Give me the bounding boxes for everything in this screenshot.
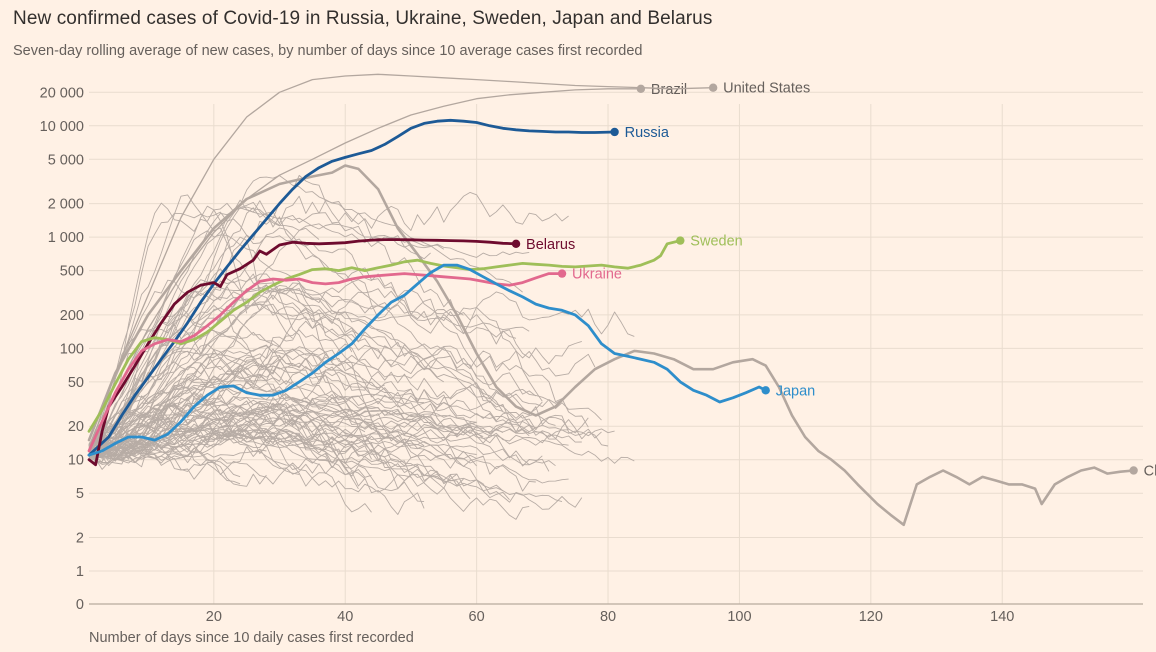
background-country-line [88,279,543,447]
background-country-line [88,434,477,460]
background-country-line [88,445,267,487]
japan-end-marker [761,386,770,395]
background-country-line [88,268,582,446]
sweden-line [87,239,682,433]
background-country-line [88,364,510,500]
y-tick-label: 1 000 [48,230,84,246]
brazil-label: Brazil [651,82,687,98]
background-country-line [88,194,353,452]
background-country-line [88,286,563,447]
belarus-label: Belarus [526,237,575,253]
japan-line [87,263,768,457]
background-country-line [88,378,556,467]
background-country-line [88,223,530,449]
belarus-line [87,238,518,467]
y-tick-label: 5 [76,486,84,502]
china-line [87,164,1135,527]
background-country-line [88,408,569,484]
united-states-label: United States [723,81,810,97]
sweden-label: Sweden [690,234,742,250]
ukraine-end-marker [557,269,567,278]
background-country-line [88,211,464,455]
background-country-line [88,408,267,464]
china-label: China [1144,463,1156,479]
y-tick-label: 20 000 [40,85,84,101]
brazil-line [88,88,642,452]
brazil-end-marker [636,84,646,93]
china-end-marker [1129,466,1138,475]
chart-subtitle: Seven-day rolling average of new cases, … [13,43,643,59]
x-tick-label: 20 [206,609,222,625]
ukraine-label: Ukraine [572,267,622,283]
background-country-line [88,428,504,492]
background-country-line [88,422,425,503]
background-country-line [88,404,359,490]
y-tick-label: 0 [76,597,84,613]
background-country-line [88,294,353,451]
background-country-line [88,365,589,462]
x-tick-label: 140 [990,609,1014,625]
russia-label: Russia [625,125,670,141]
russia-end-marker [610,127,619,137]
background-country-line [88,348,438,450]
y-tick-label: 20 [68,419,84,435]
y-tick-label: 10 000 [40,119,84,135]
y-tick-label: 2 000 [48,197,84,213]
japan-label: Japan [776,383,816,399]
background-country-line [88,347,602,457]
background-country-line [88,324,609,457]
united-states-line [88,73,714,452]
background-country-line [88,417,530,520]
russia-line [87,118,616,457]
united-states-end-marker [708,83,718,92]
y-tick-label: 500 [60,264,84,280]
background-country-line [88,428,582,455]
background-country-line [88,406,615,457]
background-country-line [88,207,589,451]
x-tick-label: 60 [469,609,485,625]
background-country-line [88,389,635,464]
y-tick-label: 100 [60,341,84,357]
background-country-line [88,273,517,458]
background-country-line [88,288,635,449]
x-tick-label: 100 [727,609,751,625]
belarus-end-marker [511,239,521,249]
background-country-line [88,432,320,465]
background-country-line [88,290,399,451]
y-tick-label: 50 [68,375,84,391]
background-country-line [88,227,530,447]
x-tick-label: 80 [600,609,616,625]
background-country-line [88,404,372,513]
chart-title: New confirmed cases of Covid-19 in Russi… [13,8,713,29]
background-country-line [88,345,602,447]
background-country-line [88,284,556,451]
background-country-line [88,351,504,444]
background-country-line [88,363,477,455]
background-country-line [88,206,320,452]
background-country-line [88,386,477,449]
sweden-end-marker [676,236,685,245]
y-tick-label: 5 000 [48,152,84,168]
background-country-line [88,447,267,464]
x-axis-label: Number of days since 10 daily cases firs… [89,630,414,646]
y-tick-label: 200 [60,308,84,324]
y-tick-label: 1 [76,564,84,580]
background-country-line [88,303,530,449]
x-tick-label: 120 [859,609,883,625]
x-tick-label: 40 [337,609,353,625]
ukraine-line [87,272,564,453]
background-country-line [88,350,569,451]
background-series-group [88,174,635,520]
y-tick-label: 10 [68,453,84,469]
y-tick-label: 2 [76,530,84,546]
background-country-line [88,343,596,463]
